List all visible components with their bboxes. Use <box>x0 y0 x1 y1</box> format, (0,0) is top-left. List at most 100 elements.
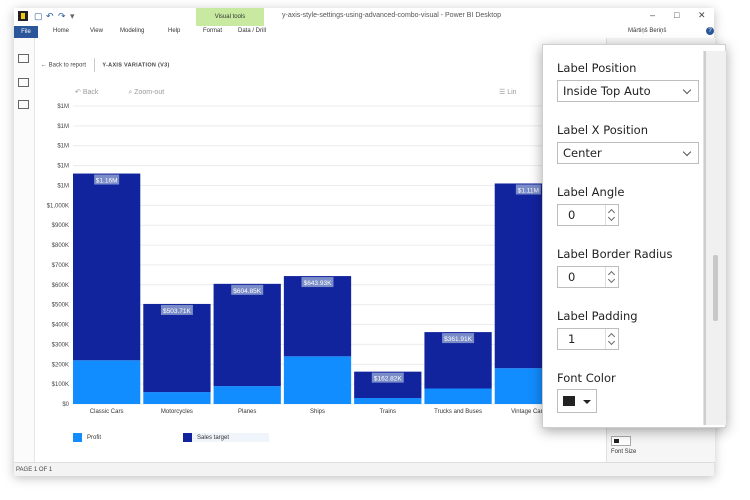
label-position-select[interactable]: Inside Top Auto <box>557 80 699 102</box>
bar-profit[interactable] <box>73 360 141 404</box>
label-border-radius-label: Label Border Radius <box>557 247 673 261</box>
y-tick-label: $200K <box>52 362 69 368</box>
data-label: $503.71K <box>163 308 191 315</box>
zoom-out-button[interactable]: ⌕ Zoom-out <box>128 89 165 96</box>
scale-toggle[interactable]: ☰ Lin <box>499 89 517 96</box>
legend-label-profit: Profit <box>87 435 102 442</box>
menu-help[interactable]: Help <box>168 28 181 34</box>
menu-data-drill[interactable]: Data / Drill <box>238 28 267 34</box>
data-label: $1.16M <box>96 178 118 185</box>
decrement-icon[interactable] <box>607 213 616 222</box>
save-icon[interactable]: ▢ <box>34 11 43 21</box>
data-view-icon[interactable] <box>18 78 29 87</box>
redo-icon[interactable]: ↷ <box>58 11 66 21</box>
user-name[interactable]: Mārtiņš Beriņš <box>628 28 667 34</box>
data-label: $361.91K <box>444 336 472 343</box>
help-icon[interactable]: ? <box>706 27 714 35</box>
undo-icon[interactable]: ↶ <box>46 11 54 21</box>
label-border-radius-value: 0 <box>568 270 576 284</box>
report-canvas: ← Back to report Y-AXIS VARIATION (V3) ↶… <box>35 38 606 462</box>
menu-home[interactable]: Home <box>53 28 70 34</box>
caret-down-icon <box>583 400 591 404</box>
data-label: $643.93K <box>304 280 332 287</box>
focus-header: ← Back to report Y-AXIS VARIATION (V3) <box>41 58 170 72</box>
bar-profit[interactable] <box>143 392 211 404</box>
y-tick-label: $0 <box>62 402 69 408</box>
label-x-position-select[interactable]: Center <box>557 142 699 164</box>
y-tick-label: $1M <box>57 164 69 170</box>
data-label-bg <box>231 284 264 295</box>
data-label: $162.82K <box>374 376 402 383</box>
bar-profit[interactable] <box>354 398 422 404</box>
label-padding-label: Label Padding <box>557 309 638 323</box>
spinner-buttons[interactable] <box>605 267 618 287</box>
label-angle-stepper[interactable]: 0 <box>557 204 619 226</box>
font-color-picker-bg[interactable] <box>611 436 631 446</box>
font-color-swatch <box>563 396 575 406</box>
legend-item-profit[interactable]: Profit <box>73 433 101 442</box>
report-view-icon[interactable] <box>18 54 29 63</box>
label-padding-stepper[interactable]: 1 <box>557 328 619 350</box>
bar-sales-target[interactable] <box>143 303 211 393</box>
bar-profit[interactable] <box>213 386 281 404</box>
chart-legend: Profit Sales target <box>59 431 275 445</box>
close-icon[interactable]: ✕ <box>698 10 706 20</box>
spinner-buttons[interactable] <box>605 329 618 349</box>
back-to-report-link[interactable]: Back to report <box>48 62 87 69</box>
format-settings-panel: Label Position Inside Top Auto Label X P… <box>542 44 726 428</box>
bar-profit[interactable] <box>283 356 352 404</box>
y-tick-label: $500K <box>52 303 69 309</box>
bar-profit[interactable] <box>424 388 492 404</box>
power-bi-logo-icon <box>18 11 28 21</box>
y-tick-label: $100K <box>52 382 69 388</box>
x-tick-label: Vintage Cars <box>511 409 546 415</box>
x-tick-label: Ships <box>310 409 325 415</box>
legend-item-sales-target[interactable]: Sales target <box>183 433 270 442</box>
label-border-radius-stepper[interactable]: 0 <box>557 266 619 288</box>
scrollbar-thumb[interactable] <box>713 255 718 321</box>
file-menu[interactable]: File <box>14 26 38 38</box>
data-label-bg <box>301 277 334 288</box>
back-button[interactable]: ↶ Back <box>75 89 99 96</box>
y-tick-label: $1M <box>57 183 69 189</box>
back-arrow-icon[interactable]: ← <box>41 62 47 69</box>
bar-sales-target[interactable] <box>213 283 281 387</box>
chevron-down-icon <box>682 85 692 95</box>
chevron-down-icon <box>682 147 692 157</box>
x-tick-label: Motorcycles <box>161 409 193 415</box>
customize-icon[interactable]: ▾ <box>70 11 75 21</box>
legend-swatch-profit <box>73 433 82 442</box>
scrollbar-track <box>704 51 706 425</box>
data-label-bg <box>371 372 404 383</box>
menu-format[interactable]: Format <box>203 28 223 34</box>
model-view-icon[interactable] <box>18 100 29 109</box>
data-label-bg <box>442 333 475 344</box>
title-bar: ▢ ↶ ↷ ▾ Visual tools y-axis-style-settin… <box>14 8 714 26</box>
font-color-picker[interactable] <box>557 389 597 413</box>
spinner-buttons[interactable] <box>605 205 618 225</box>
visual-tools-tab-group: Visual tools <box>196 8 264 26</box>
maximize-icon[interactable]: □ <box>674 10 680 20</box>
label-angle-value: 0 <box>568 208 576 222</box>
panel-scrollbar[interactable] <box>703 51 726 425</box>
y-tick-label: $1M <box>57 144 69 150</box>
chart-nav-toolbar: ↶ Back ⌕ Zoom-out <box>75 88 192 97</box>
label-x-position-label: Label X Position <box>557 123 648 137</box>
x-tick-label: Planes <box>238 409 256 415</box>
legend-swatch-sales-target <box>183 433 192 442</box>
bar-sales-target[interactable] <box>73 173 141 361</box>
decrement-icon[interactable] <box>607 337 616 346</box>
y-tick-label: $600K <box>52 283 69 289</box>
menu-modeling[interactable]: Modeling <box>120 28 145 34</box>
zoom-out-label: Zoom-out <box>134 89 165 96</box>
menu-view[interactable]: View <box>90 28 103 34</box>
label-padding-value: 1 <box>568 332 576 346</box>
bar-sales-target[interactable] <box>283 276 352 357</box>
minimize-icon[interactable]: – <box>650 10 656 20</box>
x-tick-label: Classic Cars <box>90 409 124 415</box>
decrement-icon[interactable] <box>607 275 616 284</box>
breadcrumb: Y-AXIS VARIATION (V3) <box>102 62 170 69</box>
y-tick-label: $1M <box>57 124 69 130</box>
scale-label: Lin <box>507 89 517 96</box>
y-tick-label: $1,000K <box>47 203 69 209</box>
